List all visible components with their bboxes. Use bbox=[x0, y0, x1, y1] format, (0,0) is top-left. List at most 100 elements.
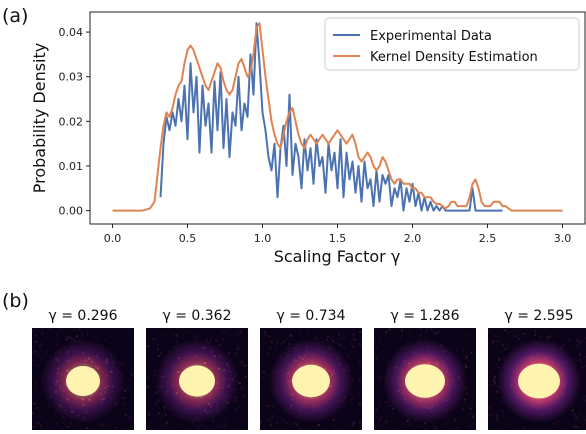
speckle bbox=[47, 405, 50, 408]
speckle bbox=[318, 424, 321, 427]
speckle bbox=[126, 387, 129, 390]
series-line-kde bbox=[112, 22, 563, 212]
speckle bbox=[128, 417, 131, 420]
speckle bbox=[37, 364, 40, 367]
speckle bbox=[152, 338, 155, 341]
series-layer bbox=[112, 22, 563, 212]
speckle bbox=[425, 329, 428, 332]
speckle bbox=[70, 337, 72, 339]
speckle bbox=[161, 414, 164, 417]
speckle bbox=[146, 385, 149, 388]
image-title: γ = 0.362 bbox=[163, 308, 232, 324]
speckle bbox=[468, 407, 471, 410]
speckle bbox=[238, 344, 241, 347]
speckle bbox=[375, 357, 378, 360]
speckle bbox=[340, 337, 343, 339]
speckle bbox=[219, 344, 222, 346]
speckle bbox=[391, 412, 394, 415]
speckle bbox=[40, 349, 43, 352]
series-line-experimental bbox=[159, 22, 503, 212]
speckle bbox=[262, 376, 265, 379]
speckle bbox=[240, 360, 243, 363]
speckle bbox=[501, 344, 504, 347]
speckle bbox=[406, 419, 409, 422]
y-tick-label: 0.03 bbox=[59, 71, 84, 84]
speckle bbox=[495, 362, 498, 365]
speckle bbox=[263, 371, 265, 374]
speckle bbox=[491, 384, 494, 387]
speckle bbox=[576, 343, 579, 346]
speckle bbox=[574, 358, 577, 361]
speckle bbox=[264, 334, 267, 337]
speckle bbox=[495, 414, 498, 417]
speckle bbox=[358, 361, 361, 364]
speckle bbox=[468, 425, 471, 428]
speckle bbox=[343, 336, 346, 339]
speckle bbox=[36, 406, 39, 409]
speckle bbox=[337, 342, 340, 345]
speckle bbox=[34, 381, 37, 384]
speckle bbox=[241, 386, 244, 389]
speckle bbox=[375, 346, 378, 349]
y-tick-label: 0.00 bbox=[59, 205, 84, 218]
image-title: γ = 0.734 bbox=[277, 308, 346, 324]
speckle bbox=[445, 423, 448, 425]
speckle bbox=[326, 339, 328, 342]
speckle bbox=[379, 377, 382, 380]
speckle bbox=[37, 353, 40, 356]
speckle bbox=[215, 339, 218, 342]
speckle bbox=[157, 399, 160, 402]
speckle bbox=[352, 333, 355, 335]
speckle bbox=[157, 412, 160, 415]
speckle bbox=[260, 420, 262, 423]
speckle bbox=[492, 379, 495, 382]
speckle bbox=[465, 392, 468, 395]
speckle bbox=[353, 328, 356, 331]
speckle bbox=[419, 328, 422, 331]
speckle bbox=[289, 334, 292, 337]
speckle bbox=[488, 414, 491, 417]
speckle bbox=[488, 384, 491, 386]
speckle bbox=[357, 392, 360, 395]
speckle bbox=[107, 334, 110, 337]
speckle bbox=[172, 333, 175, 336]
speckle bbox=[388, 328, 391, 331]
legend-label-experimental: Experimental Data bbox=[370, 29, 492, 44]
speckle bbox=[39, 416, 42, 419]
panel-b-label: (b) bbox=[2, 290, 29, 312]
speckle bbox=[401, 426, 404, 429]
speckle bbox=[160, 352, 163, 355]
legend-box bbox=[324, 17, 580, 71]
speckle bbox=[269, 424, 272, 427]
speckle bbox=[127, 379, 130, 382]
speckle bbox=[272, 414, 275, 417]
speckle bbox=[40, 342, 43, 345]
speckle bbox=[332, 339, 335, 342]
speckle bbox=[234, 332, 237, 335]
speckle bbox=[471, 401, 474, 404]
speckle bbox=[225, 330, 228, 333]
speckle bbox=[517, 334, 519, 337]
speckle bbox=[496, 340, 499, 343]
speckle bbox=[72, 338, 75, 341]
speckle bbox=[102, 424, 105, 427]
speckle bbox=[241, 415, 244, 418]
speckle bbox=[216, 425, 219, 428]
speckle bbox=[45, 350, 48, 353]
speckle bbox=[157, 355, 160, 357]
speckle bbox=[353, 338, 356, 341]
speckle bbox=[263, 331, 266, 334]
speckle bbox=[116, 337, 119, 340]
speckle bbox=[514, 335, 517, 338]
speckle bbox=[378, 341, 381, 344]
speckle bbox=[406, 419, 409, 422]
speckle bbox=[314, 336, 317, 339]
speckle bbox=[223, 420, 226, 423]
speckle bbox=[56, 340, 59, 343]
speckle bbox=[464, 364, 467, 366]
speckle bbox=[400, 328, 403, 331]
speckle bbox=[236, 347, 239, 350]
speckle bbox=[461, 407, 464, 410]
speckle bbox=[43, 353, 46, 356]
speckle bbox=[156, 343, 159, 346]
